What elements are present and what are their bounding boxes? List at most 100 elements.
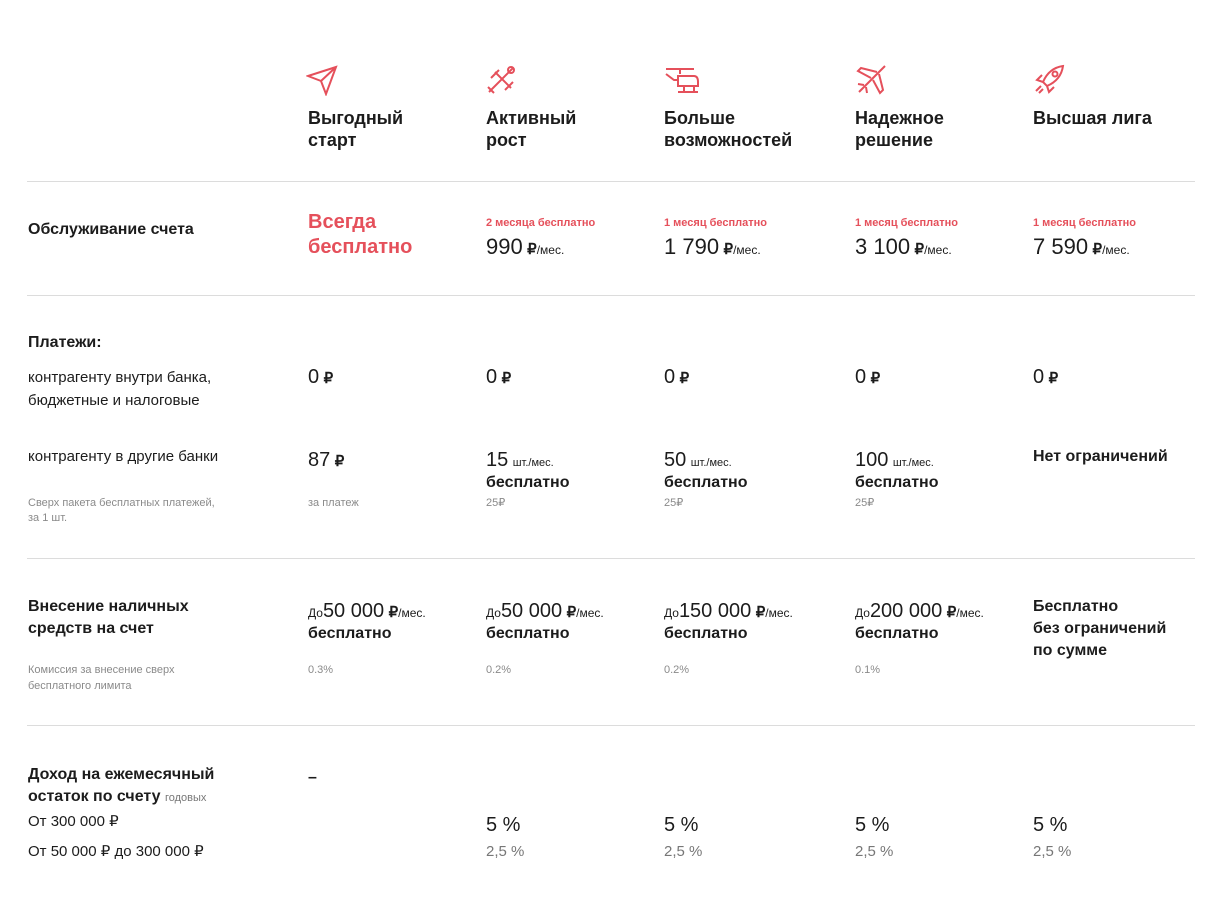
- icon-biplane: [487, 66, 515, 94]
- period: /мес.: [733, 243, 761, 257]
- icon-plane: [306, 65, 338, 96]
- amount: 150 000: [678, 600, 752, 622]
- price: 7 590 ₽/мес.: [1033, 236, 1130, 259]
- divider: [27, 725, 1195, 726]
- amount: 15: [486, 449, 509, 471]
- price: 3 100 ₽/мес.: [855, 234, 952, 259]
- rate-low: 2,5 %: [855, 843, 894, 860]
- fee: 87 ₽: [308, 449, 344, 471]
- rate-high: 5 %: [486, 814, 521, 836]
- promo: 1 месяц бесплатно: [1033, 217, 1137, 229]
- cash-free: бесплатно: [486, 625, 570, 642]
- package-free: бесплатно: [664, 474, 748, 491]
- price: 1 790 ₽/мес.: [664, 234, 761, 259]
- rate-low: 2,5 %: [664, 843, 703, 860]
- fee: 0 ₽: [664, 366, 689, 388]
- currency: ₽: [1092, 241, 1103, 258]
- row-label: бюджетные и налоговые: [28, 392, 200, 409]
- amount: 50 000: [500, 600, 563, 622]
- fee-note: за платеж: [308, 496, 359, 509]
- no-income: –: [308, 769, 317, 786]
- plan-name: Высшая лига: [1033, 108, 1152, 128]
- cash-limit: До200 000 ₽/мес.: [855, 600, 984, 622]
- icon-helicopter: [665, 68, 699, 93]
- cash-unlimited: Бесплатно: [1033, 598, 1119, 615]
- plan-name: решение: [855, 130, 933, 150]
- divider: [27, 295, 1195, 296]
- prefix: До: [308, 606, 323, 620]
- currency: ₽: [334, 453, 345, 470]
- currency: ₽: [723, 241, 734, 258]
- package-note: 25₽: [855, 496, 875, 509]
- section-title: Платежи:: [28, 334, 102, 351]
- plan-name: Выгодный: [308, 108, 404, 128]
- fee: 0 ₽: [1033, 366, 1058, 388]
- row-label: контрагенту в другие банки: [28, 448, 219, 465]
- rate-high: 5 %: [1033, 814, 1068, 836]
- period: /мес.: [765, 606, 793, 620]
- package: 50 шт./мес.: [664, 449, 732, 471]
- amount: 87: [308, 449, 331, 471]
- unit: годовых: [164, 792, 207, 804]
- currency: ₽: [870, 370, 881, 387]
- currency: ₽: [388, 604, 399, 621]
- cash-limit: До50 000 ₽/мес.: [486, 600, 604, 622]
- amount: 100: [855, 449, 889, 471]
- row-label: контрагенту внутри банка,: [28, 369, 212, 386]
- rate-low: 2,5 %: [486, 843, 525, 860]
- currency: ₽: [914, 241, 925, 258]
- prefix: До: [855, 606, 870, 620]
- row-label: Доход на ежемесячный: [28, 766, 215, 783]
- unit: шт./мес.: [690, 457, 732, 469]
- row-note: за 1 шт.: [28, 511, 68, 524]
- period: /мес.: [924, 243, 952, 257]
- period: /мес.: [956, 606, 984, 620]
- promo: 2 месяца бесплатно: [486, 217, 596, 229]
- row-label: средств на счет: [28, 620, 154, 637]
- tier: От 300 000 ₽: [28, 813, 119, 830]
- price-amount: 1 790: [664, 234, 720, 259]
- cash-fee: 0.2%: [664, 663, 690, 676]
- amount: 50: [664, 449, 687, 471]
- plan-name: Больше: [664, 108, 735, 128]
- row-note: бесплатного лимита: [28, 679, 132, 692]
- package-note: 25₽: [486, 496, 506, 509]
- fee: 0 ₽: [308, 366, 333, 388]
- currency: ₽: [1048, 370, 1059, 387]
- period: /мес.: [398, 606, 426, 620]
- prefix: До: [664, 606, 679, 620]
- currency: ₽: [755, 604, 766, 621]
- amount: 0: [664, 366, 676, 388]
- cash-limit: До50 000 ₽/мес.: [308, 600, 426, 622]
- fee: 0 ₽: [486, 366, 511, 388]
- icon-rocket: [1035, 64, 1065, 94]
- prefix: До: [486, 606, 501, 620]
- promo: 1 месяц бесплатно: [664, 217, 768, 229]
- amount: 0: [486, 366, 498, 388]
- rate-low: 2,5 %: [1033, 843, 1072, 860]
- package-free: бесплатно: [486, 474, 570, 491]
- divider: [27, 181, 1195, 182]
- package: 15 шт./мес.: [486, 449, 554, 471]
- amount: 0: [1033, 366, 1045, 388]
- package: 100 шт./мес.: [855, 449, 934, 471]
- fee: 0 ₽: [855, 366, 880, 388]
- cash-fee: 0.2%: [486, 663, 512, 676]
- plan-name: Активный: [486, 108, 577, 128]
- promo: 1 месяц бесплатно: [855, 217, 959, 229]
- plan-name: старт: [308, 130, 357, 150]
- rate-high: 5 %: [664, 814, 699, 836]
- price-amount: 990: [486, 234, 523, 259]
- amount: 0: [308, 366, 320, 388]
- currency: ₽: [946, 604, 957, 621]
- cash-free: бесплатно: [664, 625, 748, 642]
- currency: ₽: [323, 370, 334, 387]
- amount: 0: [855, 366, 867, 388]
- row-label: остаток по счету годовых: [28, 786, 206, 808]
- price-amount: 3 100: [855, 234, 911, 259]
- row-note: Комиссия за внесение сверх: [28, 663, 175, 676]
- currency: ₽: [566, 604, 577, 621]
- cash-free: бесплатно: [308, 625, 392, 642]
- plan-name: рост: [486, 130, 527, 150]
- divider: [27, 558, 1195, 559]
